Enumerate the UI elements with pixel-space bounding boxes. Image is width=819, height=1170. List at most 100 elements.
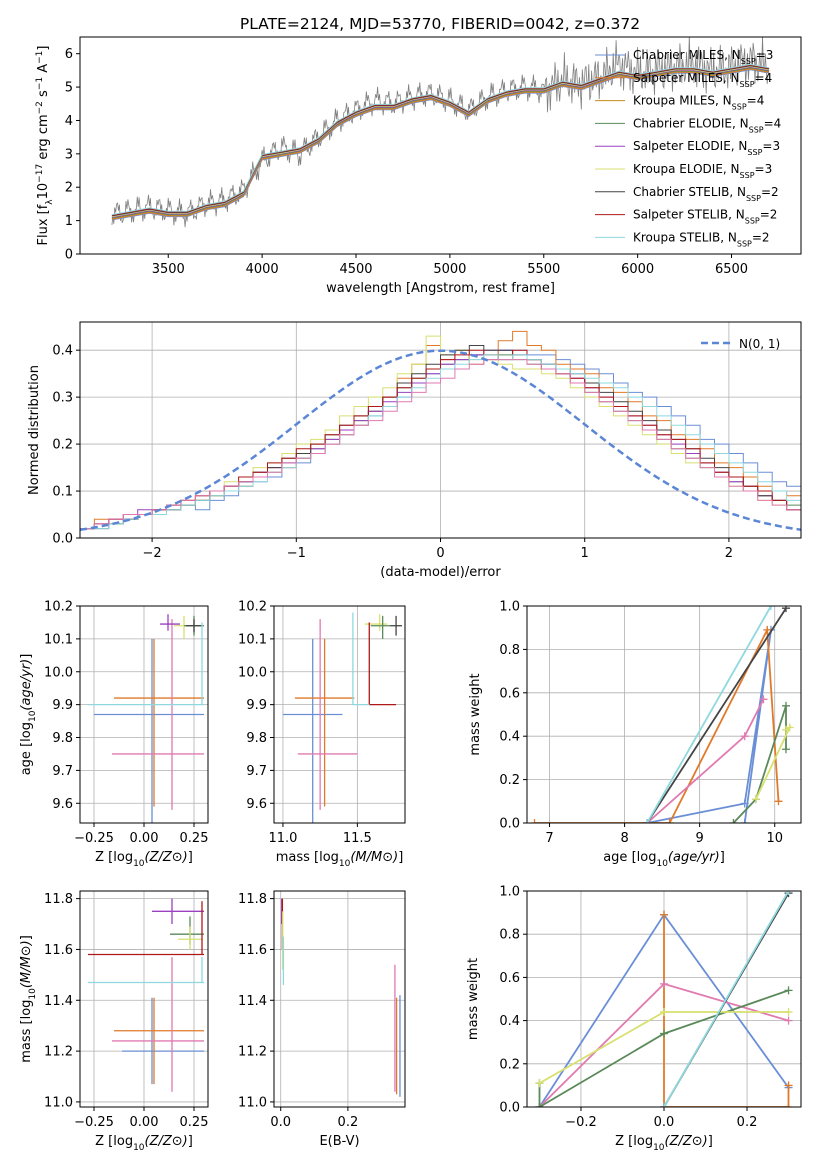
label-rest: (Z/Z⊙) bbox=[665, 1134, 708, 1149]
legend-suffix: =3 bbox=[755, 162, 773, 176]
weight-marker bbox=[660, 1103, 668, 1107]
x-tick-label: 4500 bbox=[339, 262, 372, 277]
weight-marker bbox=[660, 979, 668, 988]
weight-line bbox=[646, 607, 787, 823]
x-tick-label: 5500 bbox=[527, 262, 560, 277]
y-tick-label: 9.6 bbox=[246, 797, 267, 812]
y-tick-label: 0.8 bbox=[499, 643, 520, 658]
x-tick-label: 0.0 bbox=[270, 1115, 291, 1130]
y-axis-label: mass [log10(M/M⊙)] bbox=[19, 935, 38, 1063]
label-part: ] bbox=[36, 46, 51, 51]
weight-line bbox=[646, 629, 772, 823]
y-tick-label: 9.9 bbox=[52, 698, 73, 713]
legend-sub: SSP bbox=[737, 239, 752, 248]
x-tick-label: 0.00 bbox=[130, 1115, 159, 1130]
y-tick-label: 0.6 bbox=[499, 686, 520, 701]
legend-entry: Chabrier MILES, NSSP=3 bbox=[633, 48, 773, 66]
spectrum-model-line bbox=[111, 68, 770, 220]
x-tick-label: 0.2 bbox=[338, 1115, 359, 1130]
gaussian-curve bbox=[80, 349, 801, 532]
y-tick-label: 9.9 bbox=[246, 698, 267, 713]
y-tick-label: 1.0 bbox=[499, 600, 520, 615]
y-tick-label: 0.0 bbox=[499, 1101, 520, 1116]
y-axis-label: Flux [fλ10−17 erg cm−2 s−1 A−1] bbox=[35, 46, 55, 246]
label-rest: (age/yr) bbox=[668, 850, 720, 865]
weight-line bbox=[663, 914, 790, 1107]
x-tick-label: 6500 bbox=[715, 262, 748, 277]
y-tick-label: 1.0 bbox=[499, 885, 520, 900]
weight-line bbox=[534, 626, 780, 823]
x-tick-label: 0.25 bbox=[180, 1115, 209, 1130]
spectrum-model-line bbox=[111, 67, 770, 220]
y-axis-label: mass weight bbox=[468, 673, 483, 755]
x-tick-label: 2 bbox=[725, 546, 733, 561]
x-tick-label: −1 bbox=[287, 546, 306, 561]
label-rest: (age/yr) bbox=[19, 659, 34, 711]
y-tick-label: 10.0 bbox=[238, 665, 267, 680]
weight-marker bbox=[784, 1016, 793, 1025]
y-axis-label: Normed distribution bbox=[27, 365, 42, 495]
panel-z_age: −0.25 0.00 0.25 9.6 9.7 9.8 9.9 10.0 10.1 10.2 Z [… bbox=[19, 600, 209, 869]
x-tick-label: 0.0 bbox=[654, 1115, 675, 1130]
x-tick-label: 7 bbox=[545, 831, 553, 846]
weight-line bbox=[755, 725, 792, 800]
weight-marker bbox=[781, 745, 790, 754]
legend-suffix: =4 bbox=[764, 116, 782, 130]
x-axis-label: (data-model)/error bbox=[380, 565, 501, 580]
y-tick-label: 10.0 bbox=[44, 665, 73, 680]
x-axis-label: wavelength [Angstrom, rest frame] bbox=[326, 281, 555, 296]
x-axis-label: mass [log10(M/M⊙)] bbox=[276, 850, 404, 869]
plot-area-z_age bbox=[88, 614, 204, 823]
legend-entry: N(0, 1) bbox=[739, 337, 780, 351]
panel-residuals: N(0, 1) −2 −1 0 1 2 0.0 0.1 0.2 0.3 0.4 (data-model… bbox=[27, 321, 802, 580]
spectrum-model-line bbox=[111, 65, 770, 218]
label-rest: (Z/Z⊙) bbox=[145, 1134, 188, 1149]
panel-spectrum: Chabrier MILES, NSSP=3 Salpeter MILES, NS… bbox=[35, 36, 802, 296]
label-rest: (Z/Z⊙) bbox=[145, 850, 188, 865]
y-tick-label: 0 bbox=[65, 248, 73, 263]
figure-title: PLATE=2124, MJD=53770, FIBERID=0042, z=0… bbox=[240, 15, 640, 33]
y-tick-label: 9.8 bbox=[246, 731, 267, 746]
y-tick-label: 1 bbox=[65, 214, 73, 229]
y-tick-label: 9.6 bbox=[52, 797, 73, 812]
legend-suffix: =2 bbox=[752, 230, 770, 244]
x-tick-label: 6000 bbox=[621, 262, 654, 277]
y-tick-label: 9.7 bbox=[52, 764, 73, 779]
x-tick-label: 0 bbox=[436, 546, 444, 561]
label-end: ] bbox=[708, 1134, 713, 1149]
panel-ebv_mass: 0.0 0.2 11.0 11.2 11.4 11.6 11.8 E(B-V) bbox=[238, 890, 406, 1149]
weight-marker bbox=[781, 701, 790, 710]
label-end: ] bbox=[19, 654, 34, 659]
x-tick-label: 4000 bbox=[246, 262, 279, 277]
y-tick-label: 4 bbox=[65, 114, 73, 129]
label-part: A bbox=[36, 64, 51, 77]
y-tick-label: 10.2 bbox=[44, 600, 73, 615]
label-end: ] bbox=[19, 935, 34, 940]
weight-marker bbox=[660, 1029, 668, 1038]
label-sub: 10 bbox=[339, 859, 351, 869]
x-axis-label: Z [log10(Z/Z⊙)] bbox=[95, 850, 193, 869]
legend-entry: Kroupa MILES, NSSP=4 bbox=[633, 94, 764, 112]
x-tick-label: 9 bbox=[696, 831, 704, 846]
x-tick-label: 8 bbox=[620, 831, 628, 846]
y-tick-label: 0.0 bbox=[52, 532, 73, 547]
y-axis-label: age [log10(age/yr)] bbox=[19, 654, 38, 776]
weight-marker bbox=[781, 725, 790, 734]
label-end: ] bbox=[188, 1134, 193, 1149]
weight-line bbox=[646, 606, 772, 823]
weight-marker bbox=[740, 819, 749, 823]
y-tick-label: 0.2 bbox=[499, 773, 520, 788]
x-axis-label: Z [log10(Z/Z⊙)] bbox=[95, 1134, 193, 1153]
spectrum-data-line bbox=[111, 37, 769, 228]
x-tick-label: −0.25 bbox=[74, 1115, 114, 1130]
y-tick-label: 0.2 bbox=[499, 1057, 520, 1072]
legend-entry: Kroupa ELODIE, NSSP=3 bbox=[633, 162, 772, 180]
x-tick-label: 1 bbox=[581, 546, 589, 561]
plot-area-z_weight bbox=[535, 891, 793, 1107]
panel-z_weight: −0.2 0.0 0.2 0.0 0.2 0.4 0.6 0.8 1.0 Z [log10(Z/Z… bbox=[466, 885, 802, 1153]
x-tick-label: 0.00 bbox=[130, 831, 159, 846]
legend-sub: SSP bbox=[746, 193, 761, 202]
label-sup: −1 bbox=[35, 51, 45, 64]
weight-marker bbox=[643, 819, 652, 823]
